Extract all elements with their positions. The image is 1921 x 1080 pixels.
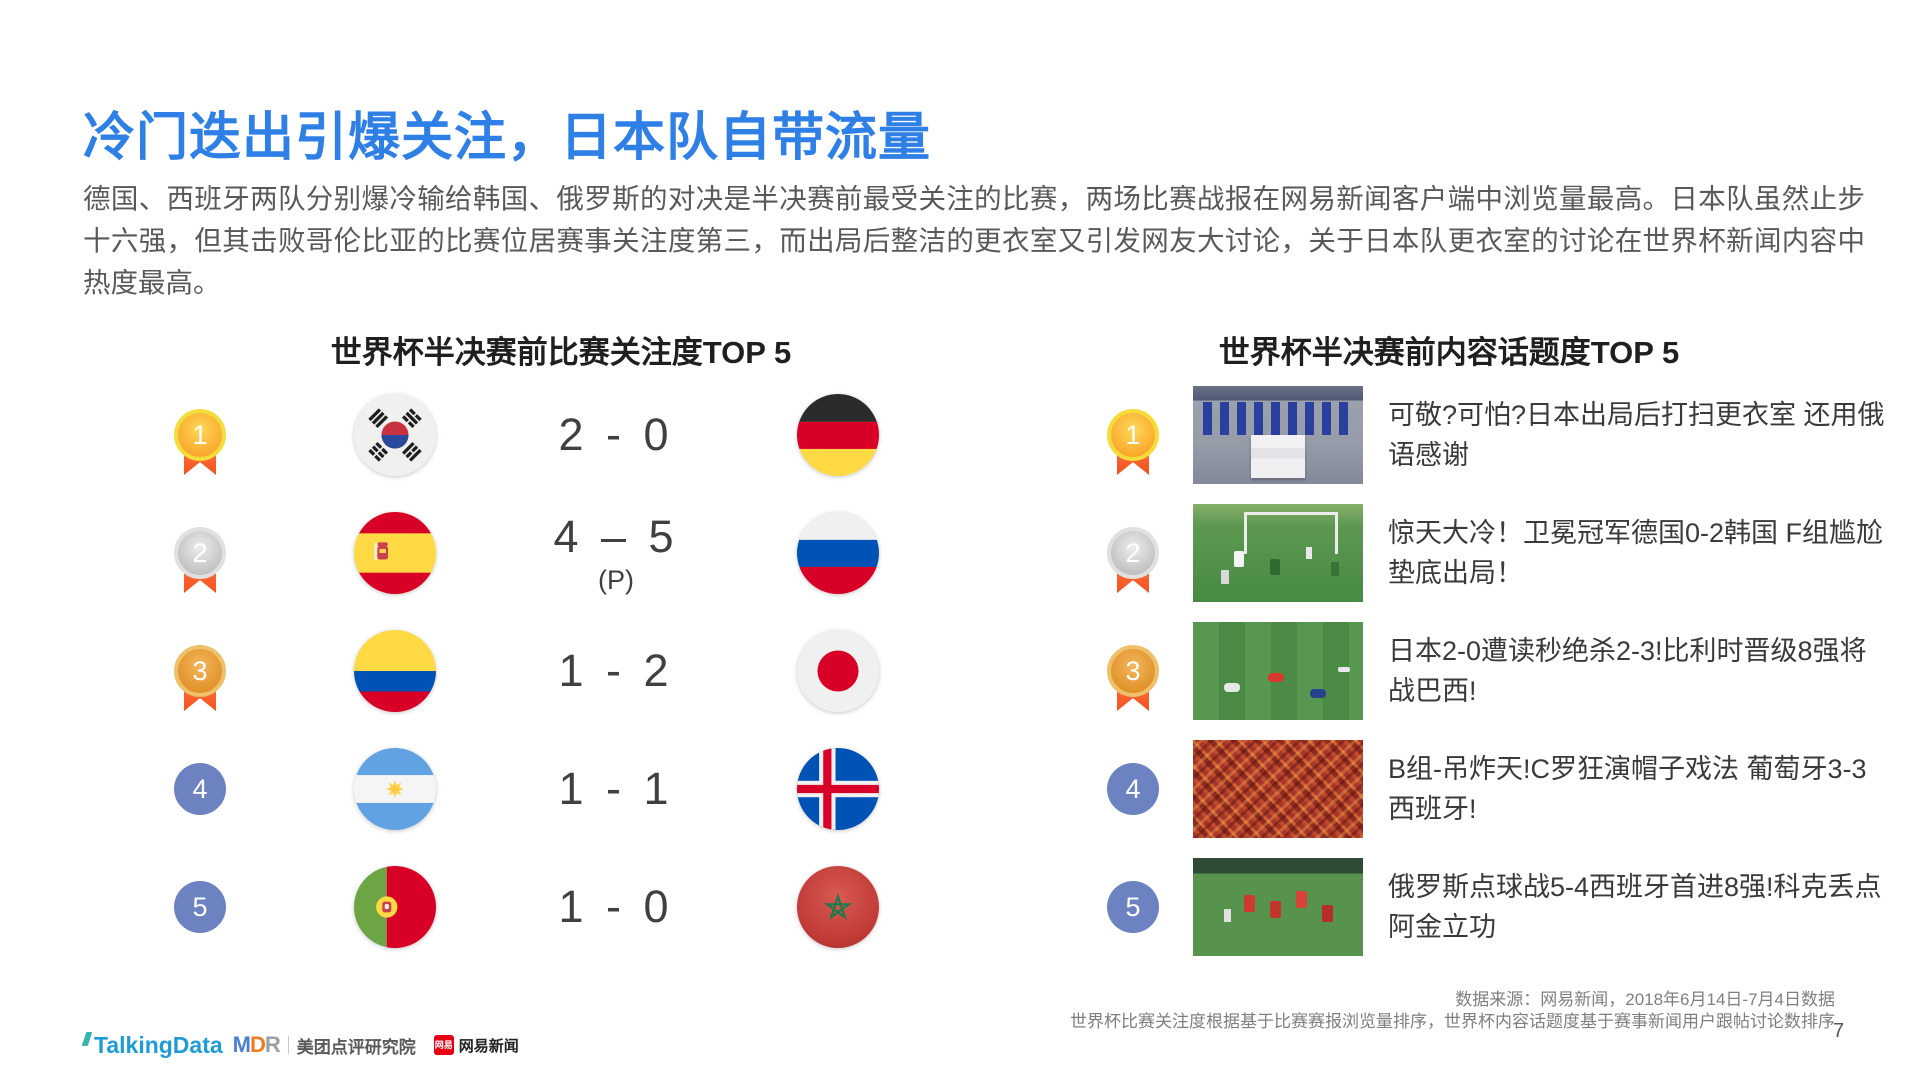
rank-1-medal-icon: 1 xyxy=(174,409,226,475)
flag-south-korea-icon xyxy=(354,394,436,476)
topic-headline: B组-吊炸天!C罗狂演帽子戏法 葡萄牙3-3西班牙! xyxy=(1388,754,1867,824)
flag-japan-icon xyxy=(797,630,879,712)
mdr-r: R xyxy=(264,1032,281,1057)
rank-1-medal-icon: 1 xyxy=(1107,409,1159,475)
talkingdata-tick-icon xyxy=(81,1032,93,1046)
topic-row-1: 1 可敬?可怕?日本出局后打扫更衣室 还用俄语感谢 xyxy=(0,376,1921,494)
topic-row-4: 4 B组-吊炸天!C罗狂演帽子戏法 葡萄牙3-3西班牙! xyxy=(0,730,1921,848)
germany-korea-match-thumbnail xyxy=(1193,504,1363,602)
right-panel-title: 世界杯半决赛前内容话题度TOP 5 xyxy=(1218,334,1680,370)
match-row-2: 2 4 – 5 (P) xyxy=(0,494,1921,612)
flag-spain-icon xyxy=(354,512,436,594)
rank-number: 2 xyxy=(192,537,208,568)
rank-3-medal-icon: 3 xyxy=(1107,645,1159,711)
match-score: 2 - 0 xyxy=(558,409,674,460)
rank-5-medal-icon: 5 xyxy=(174,881,226,933)
flag-portugal-icon xyxy=(354,866,436,948)
topic-headline: 俄罗斯点球战5-4西班牙首进8强!科克丢点阿金立功 xyxy=(1388,872,1882,942)
logo-divider xyxy=(287,1036,289,1054)
rank-number: 4 xyxy=(192,773,208,804)
rank-number: 5 xyxy=(1125,891,1141,922)
netease-news-logo: 网易新闻 xyxy=(458,1037,519,1055)
mdr-d: D xyxy=(249,1032,266,1057)
intro-paragraph: 德国、西班牙两队分别爆冷输给韩国、俄罗斯的对决是半决赛前最受关注的比赛，两场比赛… xyxy=(83,182,1865,298)
match-score: 4 – 5 (P) xyxy=(553,510,679,595)
match-row-1: 1 2 - 0 xyxy=(0,376,1921,494)
mdr-m: M xyxy=(232,1032,251,1057)
topic-headline: 可敬?可怕?日本出局后打扫更衣室 还用俄语感谢 xyxy=(1388,400,1885,470)
page-title: 冷门迭出引爆关注，日本队自带流量 xyxy=(83,108,932,167)
rank-4-medal-icon: 4 xyxy=(174,763,226,815)
match-score: 1 - 1 xyxy=(558,763,674,814)
match-row-4: 4 1 - 1 xyxy=(0,730,1921,848)
rank-number: 1 xyxy=(1125,419,1141,450)
topic-row-3: 3 日本2-0遭读秒绝杀2-3!比利时晋级8强将战巴西! xyxy=(0,612,1921,730)
russia-spain-match-thumbnail xyxy=(1193,858,1363,956)
flag-germany-icon xyxy=(797,394,879,476)
rank-number: 3 xyxy=(1125,655,1141,686)
footer-logos: TalkingData M D R 美团点评研究院 网易 网易新闻 xyxy=(81,1031,519,1058)
flag-iceland-icon xyxy=(797,748,879,830)
mdr-logo: M D R xyxy=(232,1032,281,1058)
portugal-spain-fans-thumbnail xyxy=(1193,740,1363,838)
rank-number: 2 xyxy=(1125,537,1141,568)
flag-argentina-icon xyxy=(354,748,436,830)
talkingdata-logo: TalkingData xyxy=(94,1031,223,1058)
match-score: 1 - 0 xyxy=(558,881,674,932)
penalty-note: (P) xyxy=(598,564,634,595)
match-row-3: 3 1 - 2 xyxy=(0,612,1921,730)
rank-number: 3 xyxy=(192,655,208,686)
match-row-5: 5 1 - 0 xyxy=(0,848,1921,966)
rank-number: 4 xyxy=(1125,773,1141,804)
topic-headline: 惊天大冷！卫冕冠军德国0-2韩国 F组尴尬垫底出局！ xyxy=(1388,518,1884,588)
netease-badge-icon: 网易 xyxy=(433,1035,454,1055)
topic-row-5: 5 俄罗斯点球战5-4西班牙首进8强!科克丢点阿金立功 xyxy=(0,848,1921,966)
rank-5-medal-icon: 5 xyxy=(1107,881,1159,933)
japan-belgium-match-thumbnail xyxy=(1193,622,1363,720)
page-number: 7 xyxy=(1833,1020,1845,1042)
data-source-note: 数据来源：网易新闻，2018年6月14日-7月4日数据 世界杯比赛关注度根据基于… xyxy=(1070,989,1835,1033)
flag-russia-icon xyxy=(797,512,879,594)
left-panel-title: 世界杯半决赛前比赛关注度TOP 5 xyxy=(330,334,792,370)
rank-2-medal-icon: 2 xyxy=(174,527,226,593)
data-source-line1: 数据来源：网易新闻，2018年6月14日-7月4日数据 xyxy=(1455,990,1835,1009)
topic-row-2: 2 惊天大冷！卫冕冠军德国0-2韩国 F组尴尬垫底出局！ xyxy=(0,494,1921,612)
rank-3-medal-icon: 3 xyxy=(174,645,226,711)
rank-number: 5 xyxy=(192,891,208,922)
match-score: 1 - 2 xyxy=(558,645,674,696)
flag-morocco-icon xyxy=(797,866,879,948)
meituan-dianping-institute-logo: 美团点评研究院 xyxy=(296,1037,416,1057)
rank-2-medal-icon: 2 xyxy=(1107,527,1159,593)
rank-number: 1 xyxy=(192,419,208,450)
flag-colombia-icon xyxy=(354,630,436,712)
rank-4-medal-icon: 4 xyxy=(1107,763,1159,815)
data-source-line2: 世界杯比赛关注度根据基于比赛赛报浏览量排序，世界杯内容话题度基于赛事新闻用户跟帖… xyxy=(1070,1012,1835,1031)
topic-headline: 日本2-0遭读秒绝杀2-3!比利时晋级8强将战巴西! xyxy=(1388,636,1867,706)
japan-locker-room-thumbnail xyxy=(1193,386,1363,484)
